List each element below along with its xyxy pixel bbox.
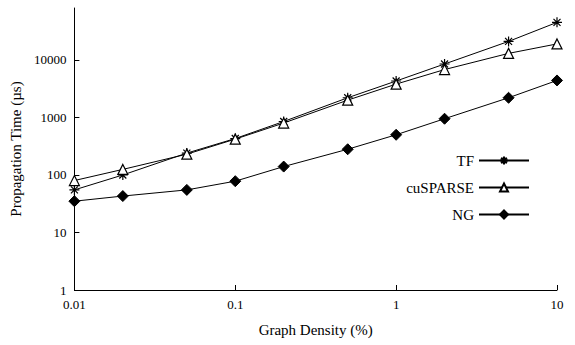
svg-text:10: 10 [551, 297, 564, 312]
svg-text:NG: NG [452, 207, 474, 223]
svg-text:Propagation Time (µs): Propagation Time (µs) [8, 81, 25, 216]
svg-text:0.1: 0.1 [227, 297, 243, 312]
svg-text:10000: 10000 [34, 52, 67, 67]
svg-text:1000: 1000 [40, 110, 66, 125]
svg-text:cuSPARSE: cuSPARSE [406, 180, 474, 196]
svg-text:10: 10 [53, 225, 66, 240]
svg-text:100: 100 [47, 167, 67, 182]
svg-text:1: 1 [393, 297, 400, 312]
svg-text:Graph Density (%): Graph Density (%) [259, 322, 373, 339]
svg-text:0.01: 0.01 [63, 297, 86, 312]
svg-text:TF: TF [456, 153, 474, 169]
svg-text:1: 1 [60, 283, 67, 298]
